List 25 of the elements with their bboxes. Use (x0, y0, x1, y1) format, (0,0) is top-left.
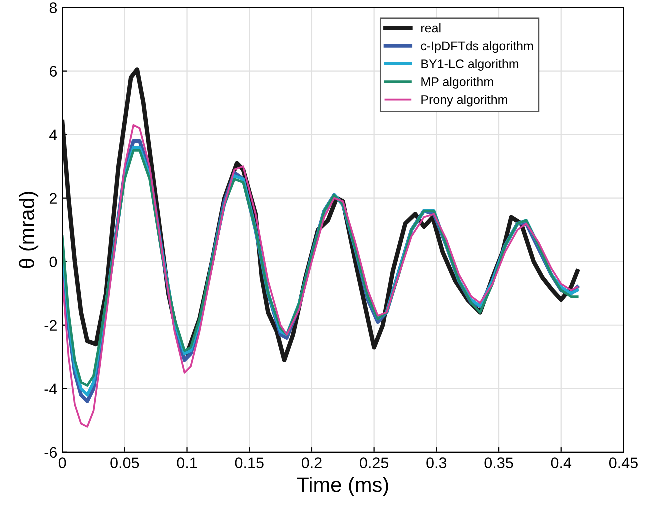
y-tick-label: 4 (50, 130, 58, 140)
y-tick-label: 8 (50, 2, 58, 14)
y-tick-label: -4 (44, 384, 58, 394)
y-tick-label: -6 (44, 447, 58, 458)
legend-label: Prony algorithm (422, 95, 508, 107)
x-tick-label: 0.3 (426, 458, 447, 468)
legend-label: MP algorithm (422, 77, 494, 89)
x-axis-title: Time (ms) (297, 477, 388, 496)
x-tick-label: 0.05 (110, 458, 140, 468)
x-tick-label: 0.45 (609, 458, 638, 468)
x-tick-label: 0.25 (360, 458, 389, 468)
y-tick-label: 2 (50, 193, 57, 204)
y-tick-label: 6 (50, 66, 58, 77)
legend-label: BY1-LC algorithm (422, 59, 519, 71)
x-tick-label: 0 (58, 458, 66, 468)
x-tick-label: 0.35 (484, 458, 514, 468)
legend-label: c-IpDFTds algorithm (421, 41, 534, 54)
x-tick-label: 0.2 (302, 458, 322, 468)
y-axis-title: θ (mrad) (19, 192, 39, 268)
x-tick-label: 0.15 (235, 458, 264, 468)
x-tick-label: 0.4 (551, 458, 572, 468)
y-tick-label: 0 (50, 256, 58, 268)
legend-label: real (422, 23, 441, 33)
x-tick-label: 0.1 (177, 458, 198, 468)
y-tick-label: -2 (44, 320, 57, 331)
